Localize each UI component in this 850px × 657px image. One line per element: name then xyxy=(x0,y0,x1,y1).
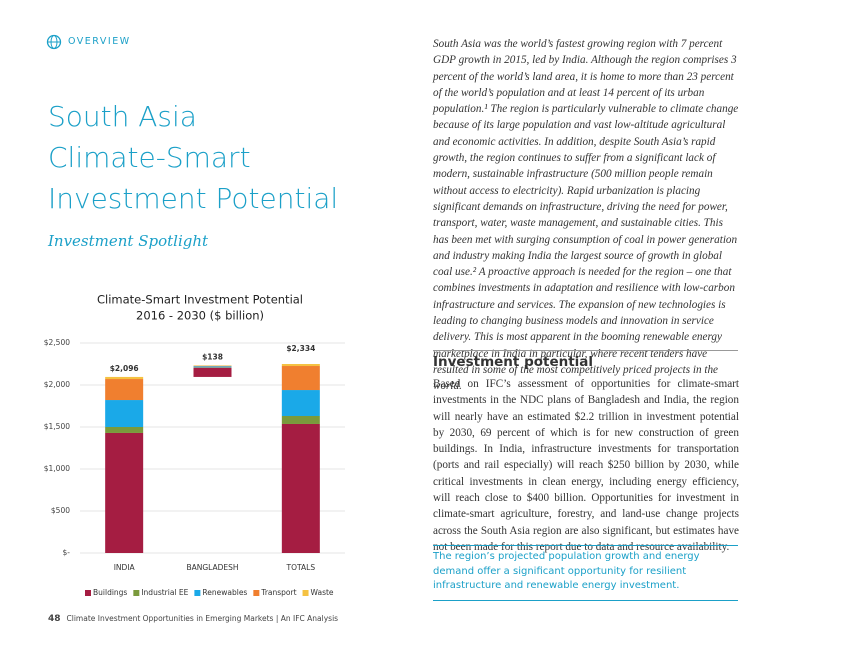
chart-title: 2016 - 2030 ($ billion) xyxy=(136,309,264,323)
legend-swatch xyxy=(133,590,140,596)
legend-label: Buildings xyxy=(93,588,127,597)
title-line: South Asia xyxy=(48,100,197,133)
title-line: Investment Potential xyxy=(48,182,339,215)
page-number: 48 xyxy=(48,614,61,624)
footer: 48 Climate Investment Opportunities in Em… xyxy=(48,614,338,624)
bar-segment xyxy=(105,432,144,553)
bar-segment xyxy=(105,376,144,380)
rule xyxy=(433,545,738,546)
globe-icon xyxy=(46,34,62,50)
y-tick-label: $1,000 xyxy=(44,464,70,473)
section-label: OVERVIEW xyxy=(68,36,131,47)
chart-title: Climate-Smart Investment Potential xyxy=(97,293,303,307)
subtitle: Investment Spotlight xyxy=(48,232,209,250)
bar-segment xyxy=(281,390,320,416)
title-line: Climate-Smart xyxy=(48,141,251,174)
bar-segment xyxy=(105,400,144,427)
y-tick-label: $2,000 xyxy=(44,380,70,389)
section-body: Based on IFC’s assessment of opportuniti… xyxy=(433,378,739,553)
legend-swatch xyxy=(302,590,309,596)
x-tick-label: TOTALS xyxy=(286,563,316,572)
intro-text: South Asia was the world’s fastest growi… xyxy=(433,38,739,393)
y-tick-label: $1,500 xyxy=(44,422,70,431)
legend-swatch xyxy=(194,590,201,596)
x-tick-label: INDIA xyxy=(114,563,136,572)
rule xyxy=(433,600,738,601)
y-tick-label: $2,500 xyxy=(44,338,70,347)
legend-label: Waste xyxy=(311,588,334,597)
bar-segment xyxy=(193,365,232,367)
bar-segment xyxy=(193,367,232,377)
legend-label: Industrial EE xyxy=(141,588,188,597)
legend-label: Transport xyxy=(260,588,296,597)
y-tick-label: $- xyxy=(63,548,71,557)
bar-segment xyxy=(281,364,320,367)
legend-swatch xyxy=(85,590,91,596)
legend-swatch xyxy=(253,590,260,596)
data-label: $2,096 xyxy=(110,364,139,373)
data-label: $2,334 xyxy=(286,344,315,353)
legend-label: Renewables xyxy=(202,588,247,597)
bar-segment xyxy=(105,427,144,433)
section-heading: Investment potential xyxy=(433,354,594,370)
data-label: $138 xyxy=(202,352,223,361)
x-tick-label: BANGLADESH xyxy=(186,563,238,572)
y-tick-label: $500 xyxy=(51,506,70,515)
bar-segment xyxy=(281,415,320,424)
callout: The region’s projected population growth… xyxy=(433,551,700,591)
chart: Climate-Smart Investment Potential 2016 … xyxy=(44,293,345,597)
bar-segment xyxy=(281,423,320,553)
rule xyxy=(433,350,738,351)
bar-segment xyxy=(281,366,320,391)
footer-text: Climate Investment Opportunities in Emer… xyxy=(66,614,339,623)
bar-segment xyxy=(105,379,144,401)
page-title: South Asia Climate-Smart Investment Pote… xyxy=(48,96,338,219)
bar-segment xyxy=(193,366,232,368)
